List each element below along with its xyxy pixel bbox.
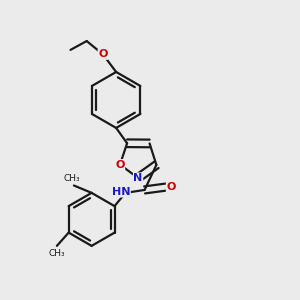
Text: O: O — [98, 49, 108, 59]
Text: N: N — [134, 173, 143, 183]
Text: O: O — [115, 160, 125, 170]
Text: CH₃: CH₃ — [49, 249, 65, 258]
Text: O: O — [167, 182, 176, 192]
Text: CH₃: CH₃ — [63, 174, 80, 183]
Text: HN: HN — [112, 187, 130, 197]
